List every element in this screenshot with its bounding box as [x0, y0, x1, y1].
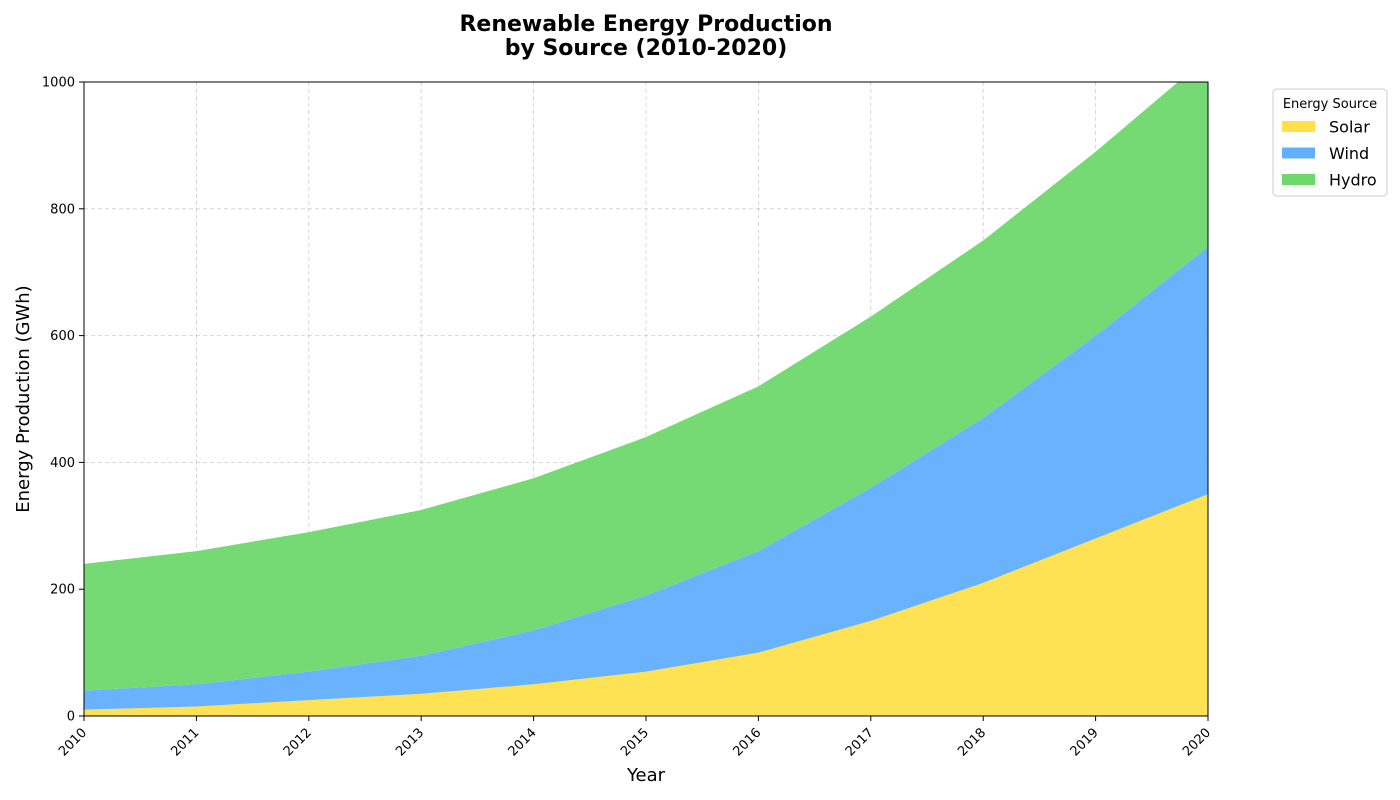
area-hydro	[84, 82, 1208, 691]
chart-title-line-2: by Source (2010-2020)	[505, 36, 788, 61]
area-wind	[84, 246, 1208, 710]
x-tick-label: 2019	[1068, 725, 1102, 759]
y-axis-title: Energy Production (GWh)	[13, 285, 34, 512]
legend-label-wind: Wind	[1329, 144, 1369, 163]
y-tick-label: 400	[50, 456, 75, 471]
y-tick-label: 800	[50, 202, 75, 217]
legend-box	[1272, 88, 1388, 197]
x-tick-label: 2014	[506, 725, 540, 759]
legend-label-solar: Solar	[1329, 118, 1370, 137]
legend: Energy Source Solar Wind Hydro	[1272, 88, 1388, 197]
legend-title: Energy Source	[1283, 97, 1377, 112]
x-tick-label: 2016	[730, 725, 764, 759]
area-solar	[84, 494, 1208, 716]
x-tick-label: 2010	[56, 725, 90, 759]
y-tick-label: 200	[50, 583, 75, 598]
chart-title-line-1: Renewable Energy Production	[459, 12, 832, 37]
y-tick-label: 600	[50, 329, 75, 344]
x-tick-label: 2013	[393, 725, 427, 759]
x-axis-title: Year	[626, 765, 666, 786]
x-tick-label: 2020	[1180, 725, 1214, 759]
y-tick-label: 1000	[42, 76, 75, 91]
x-tick-label: 2012	[281, 725, 315, 759]
y-tick-label: 0	[67, 710, 75, 725]
stacked-areas	[84, 82, 1208, 716]
legend-items: Solar Wind Hydro	[1282, 118, 1377, 190]
x-axis-ticks: 2010 2011 2012 2013 2014 2015 2016 2017 2018 2019…	[56, 716, 1214, 759]
legend-swatch-solar	[1282, 121, 1315, 132]
x-tick-label: 2011	[168, 725, 202, 759]
x-tick-label: 2017	[843, 725, 877, 759]
legend-swatch-wind	[1282, 147, 1315, 159]
legend-swatch-hydro	[1282, 174, 1315, 185]
x-tick-label: 2018	[955, 725, 989, 759]
y-axis-ticks: 0 200 400 600 800 1000	[42, 76, 84, 725]
x-tick-label: 2015	[618, 725, 652, 759]
legend-label-hydro: Hydro	[1329, 171, 1377, 190]
